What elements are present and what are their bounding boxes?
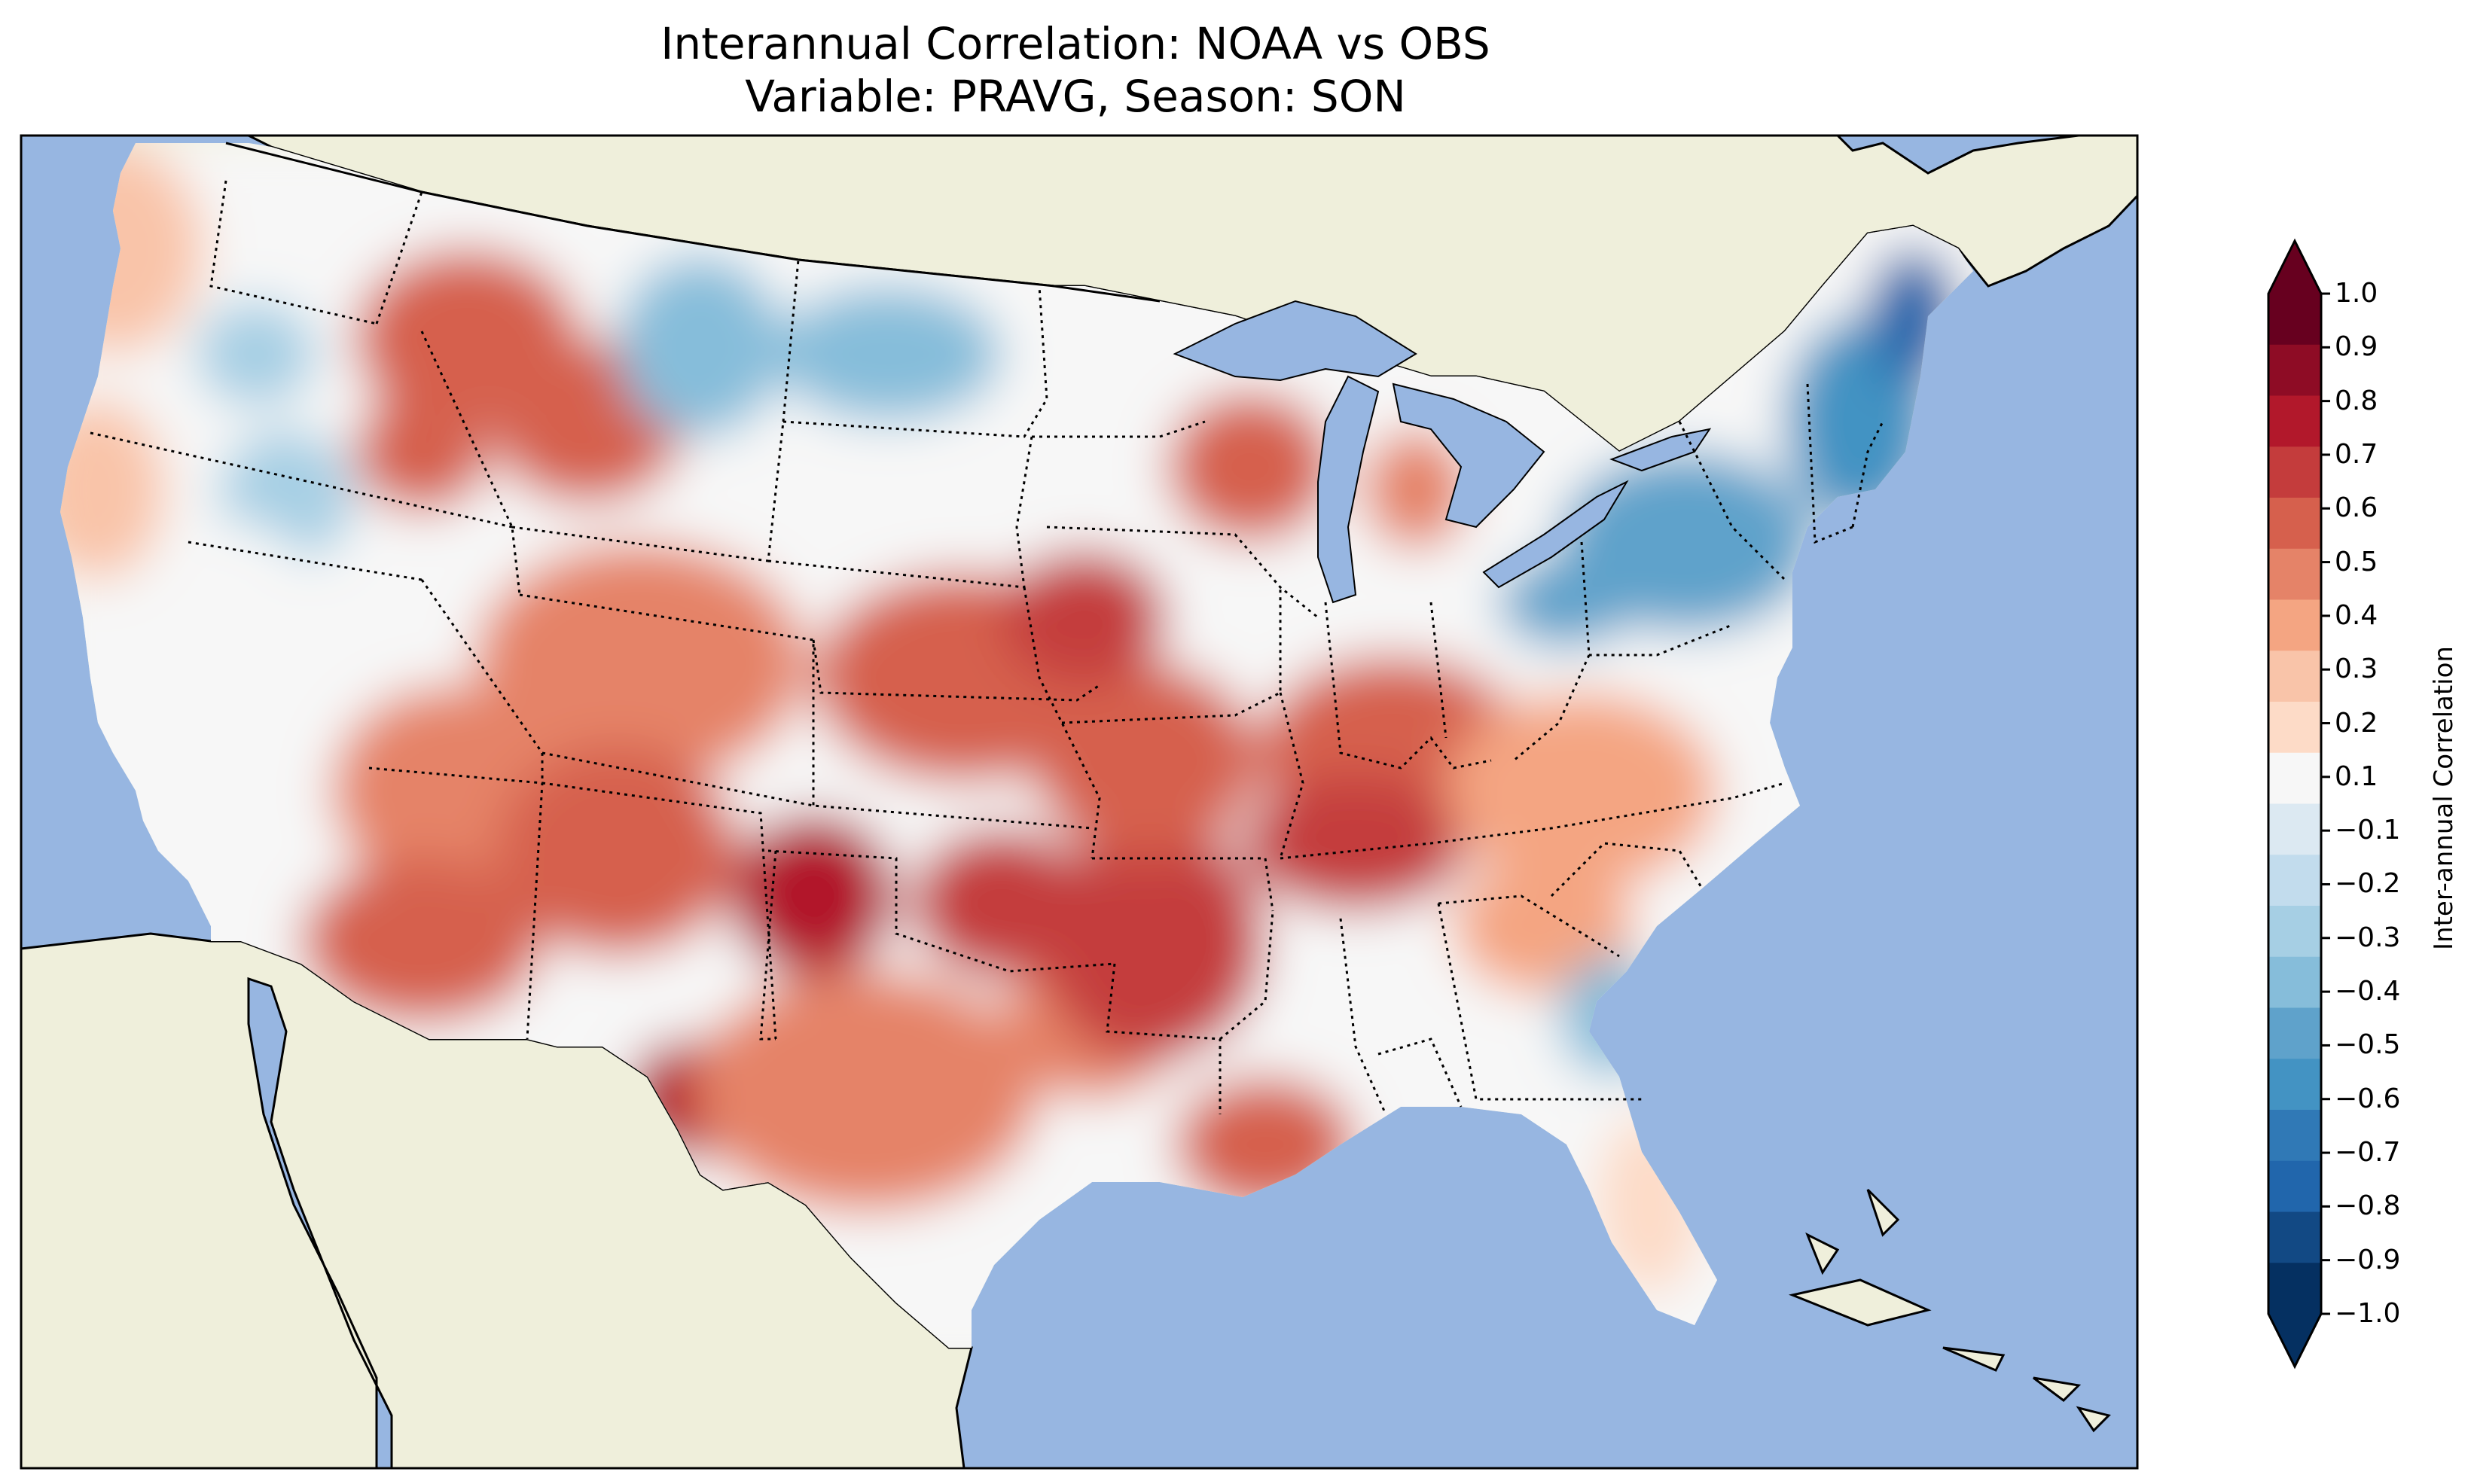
colorbar-tick-label: 1.0 xyxy=(2335,278,2378,309)
correlation-region xyxy=(497,745,738,956)
colorbar-tick-label: −1.0 xyxy=(2335,1298,2401,1329)
lake-michigan xyxy=(1317,375,1380,604)
colorbar-bin xyxy=(2268,446,2321,498)
colorbar-bin xyxy=(2268,1059,2321,1111)
correlation-region xyxy=(196,301,316,407)
colorbar-bin xyxy=(2268,803,2321,855)
colorbar-tick-label: −0.4 xyxy=(2335,976,2401,1007)
colorbar-bin xyxy=(2268,1007,2321,1059)
colorbar-bin xyxy=(2268,548,2321,600)
colorbar-bin xyxy=(2268,599,2321,651)
colorbar-tick-label: 0.7 xyxy=(2335,438,2378,470)
colorbar-bin xyxy=(2268,702,2321,754)
lake-huron xyxy=(1392,382,1545,529)
colorbar-bin xyxy=(2268,651,2321,702)
correlation-region xyxy=(1363,429,1469,550)
colorbar-extend-low xyxy=(2268,1314,2321,1367)
colorbar-tick-label: −0.9 xyxy=(2335,1244,2401,1275)
colorbar-tick-label: −0.6 xyxy=(2335,1083,2401,1114)
correlation-region xyxy=(1039,821,1265,1062)
colorbar-tick-label: 0.2 xyxy=(2335,707,2378,739)
colorbar-label: Inter-annual Correlation xyxy=(2429,646,2459,950)
correlation-region xyxy=(1167,392,1333,542)
colorbar-bin xyxy=(2268,294,2321,346)
correlation-region xyxy=(776,286,1002,422)
colorbar-bin xyxy=(2268,498,2321,550)
colorbar xyxy=(2267,238,2330,1370)
colorbar-tick-label: −0.5 xyxy=(2335,1029,2401,1061)
colorbar-bin xyxy=(2268,395,2321,447)
correlation-region xyxy=(354,392,490,512)
correlation-region xyxy=(1032,663,1258,858)
map-frame xyxy=(20,134,2139,1470)
correlation-region xyxy=(120,520,331,760)
correlation-region xyxy=(301,858,542,1024)
colorbar-bin xyxy=(2268,344,2321,396)
colorbar-tick-label: −0.2 xyxy=(2335,868,2401,900)
colorbar-tick-label: 0.5 xyxy=(2335,546,2378,577)
colorbar-bin xyxy=(2268,752,2321,804)
chart-title: Interannual Correlation: NOAA vs OBS xyxy=(660,18,1490,69)
lake-erie xyxy=(1482,480,1629,589)
colorbar-bin xyxy=(2268,1211,2321,1263)
great-lakes xyxy=(1173,300,1712,604)
colorbar-bin xyxy=(2268,906,2321,958)
colorbar-tick-label: 0.8 xyxy=(2335,385,2378,416)
lake-superior xyxy=(1173,300,1417,382)
colorbar-extend-high xyxy=(2268,241,2321,294)
correlation-region xyxy=(1243,776,1469,911)
state-borders xyxy=(90,180,1884,1115)
correlation-region xyxy=(1499,557,1634,648)
colorbar-bin xyxy=(2268,956,2321,1008)
colorbar-tick-label: 0.9 xyxy=(2335,331,2378,363)
chart-subtitle: Variable: PRAVG, Season: SON xyxy=(745,71,1406,122)
correlation-region xyxy=(1002,550,1167,685)
colorbar-tick-label: −0.8 xyxy=(2335,1190,2401,1222)
colorbar-bin xyxy=(2268,1110,2321,1162)
correlation-region xyxy=(1454,858,1634,994)
us-canada-border xyxy=(225,142,1161,303)
caribbean-islands xyxy=(1788,1188,2111,1433)
colorbar-bin xyxy=(2268,1160,2321,1212)
colorbar-tick-label: 0.4 xyxy=(2335,599,2378,631)
colorbar-bin xyxy=(2268,1263,2321,1315)
colorbar-tick-label: 0.1 xyxy=(2335,760,2378,792)
colorbar-tick-label: 0.6 xyxy=(2335,492,2378,524)
correlation-region xyxy=(911,828,1092,979)
correlation-region xyxy=(693,971,1039,1212)
lake-ontario xyxy=(1609,428,1712,472)
correlation-region xyxy=(1446,693,1717,888)
colorbar-tick-label: −0.1 xyxy=(2335,815,2401,846)
colorbar-tick-label: −0.3 xyxy=(2335,922,2401,953)
correlation-region xyxy=(474,542,806,783)
colorbar-tick-label: 0.3 xyxy=(2335,654,2378,685)
correlation-region xyxy=(731,813,896,979)
correlation-region xyxy=(618,256,783,437)
colorbar-tick-label: −0.7 xyxy=(2335,1137,2401,1169)
colorbar-bin xyxy=(2268,855,2321,907)
